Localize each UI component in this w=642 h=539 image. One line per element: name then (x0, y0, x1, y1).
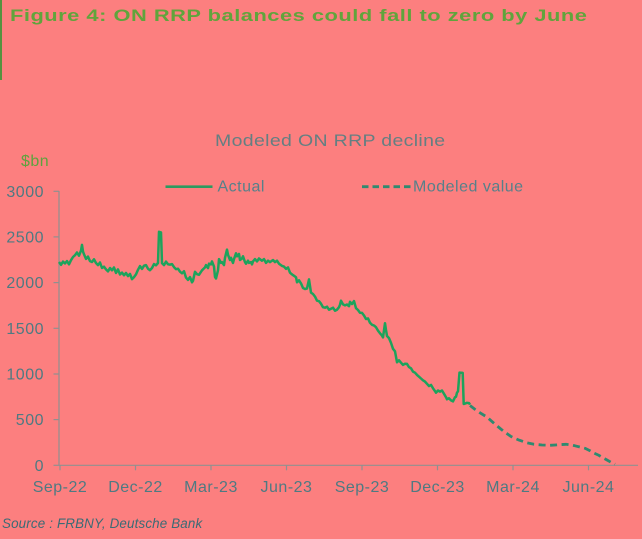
svg-text:2000: 2000 (6, 275, 44, 292)
svg-text:Actual: Actual (218, 179, 265, 196)
svg-text:Dec-23: Dec-23 (410, 479, 465, 496)
svg-text:500: 500 (16, 412, 44, 429)
svg-text:Modeled value: Modeled value (413, 179, 524, 196)
svg-text:Mar-23: Mar-23 (184, 479, 238, 496)
svg-text:Jun-23: Jun-23 (261, 479, 313, 496)
svg-text:Dec-22: Dec-22 (108, 479, 163, 496)
svg-text:3000: 3000 (6, 184, 44, 201)
svg-text:2500: 2500 (6, 229, 44, 246)
svg-text:1500: 1500 (6, 321, 44, 338)
svg-text:Sep-23: Sep-23 (335, 479, 390, 496)
svg-text:Sep-22: Sep-22 (33, 479, 88, 496)
svg-text:Jun-24: Jun-24 (563, 479, 615, 496)
svg-text:$bn: $bn (21, 153, 49, 170)
svg-text:1000: 1000 (6, 367, 44, 384)
svg-text:0: 0 (35, 458, 44, 475)
svg-text:Mar-24: Mar-24 (486, 479, 540, 496)
